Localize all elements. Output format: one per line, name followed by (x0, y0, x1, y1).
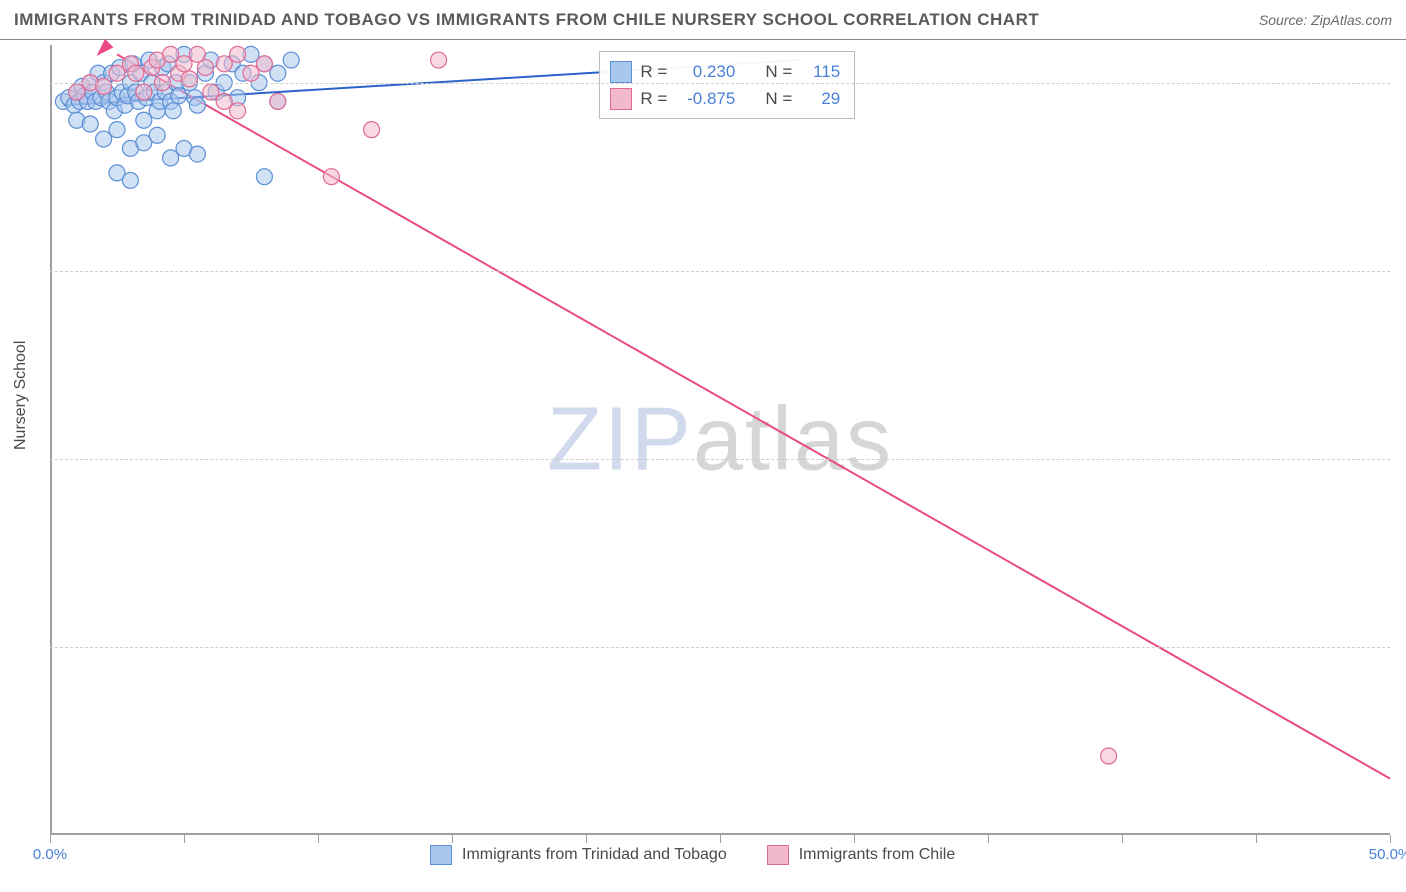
gridline-h (50, 271, 1390, 272)
legend-r-value: -0.875 (675, 85, 735, 112)
legend-swatch-icon (430, 845, 452, 865)
scatter-point (216, 56, 232, 72)
x-tick (318, 835, 319, 843)
gridline-h (50, 459, 1390, 460)
series-legend-item: Immigrants from Chile (767, 845, 955, 865)
y-tick-label: 80.0% (1400, 450, 1406, 467)
scatter-point (203, 84, 219, 100)
scatter-point (283, 52, 299, 68)
legend-n-value: 29 (800, 85, 840, 112)
x-tick (1256, 835, 1257, 843)
y-tick-label: 90.0% (1400, 262, 1406, 279)
source-label: Source: (1259, 12, 1311, 28)
gridline-h (50, 647, 1390, 648)
trend-line (117, 54, 1390, 778)
plot-area: ZIPatlas R =0.230N =115R =-0.875N =29 70… (50, 45, 1390, 835)
scatter-point (243, 65, 259, 81)
x-tick (452, 835, 453, 843)
source-value: ZipAtlas.com (1311, 12, 1392, 28)
scatter-point (256, 169, 272, 185)
scatter-point (69, 84, 85, 100)
series-legend-label: Immigrants from Chile (799, 846, 955, 864)
trend-arrow-icon (97, 39, 114, 56)
source-text: Source: ZipAtlas.com (1259, 12, 1392, 28)
x-tick (50, 835, 51, 843)
legend-n-label: N = (765, 58, 792, 85)
x-tick (854, 835, 855, 843)
scatter-point (216, 93, 232, 109)
y-axis-label: Nursery School (12, 341, 30, 450)
x-tick (1122, 835, 1123, 843)
legend-n-value: 115 (800, 58, 840, 85)
scatter-point (197, 60, 213, 76)
chart-svg (50, 45, 1390, 835)
scatter-point (163, 150, 179, 166)
scatter-point (189, 97, 205, 113)
x-tick (720, 835, 721, 843)
scatter-point (230, 103, 246, 119)
scatter-point (136, 112, 152, 128)
scatter-point (256, 56, 272, 72)
x-tick (1390, 835, 1391, 843)
scatter-point (1101, 748, 1117, 764)
scatter-point (82, 116, 98, 132)
stats-legend: R = 0.230 N = 115 R = -0.875 N = 29 (599, 51, 855, 119)
scatter-point (431, 52, 447, 68)
x-tick (988, 835, 989, 843)
scatter-point (171, 88, 187, 104)
scatter-point (176, 56, 192, 72)
scatter-point (181, 71, 197, 87)
legend-n-label: N = (765, 85, 792, 112)
legend-swatch-icon (610, 61, 632, 83)
scatter-point (165, 103, 181, 119)
scatter-point (136, 84, 152, 100)
legend-r-value: 0.230 (675, 58, 735, 85)
y-tick-label: 70.0% (1400, 638, 1406, 655)
scatter-point (109, 122, 125, 138)
scatter-point (364, 122, 380, 138)
scatter-point (230, 46, 246, 62)
scatter-point (122, 172, 138, 188)
scatter-point (96, 131, 112, 147)
scatter-point (109, 65, 125, 81)
scatter-point (270, 65, 286, 81)
x-tick (184, 835, 185, 843)
legend-swatch-icon (610, 88, 632, 110)
series-legend-label: Immigrants from Trinidad and Tobago (462, 846, 727, 864)
stats-legend-row: R = 0.230 N = 115 (610, 58, 840, 85)
y-tick-label: 100.0% (1400, 74, 1406, 91)
series-legend-item: Immigrants from Trinidad and Tobago (430, 845, 727, 865)
gridline-h (50, 83, 1390, 84)
scatter-point (323, 169, 339, 185)
x-tick-label: 50.0% (1369, 846, 1406, 863)
chart-title: IMMIGRANTS FROM TRINIDAD AND TOBAGO VS I… (14, 10, 1039, 30)
legend-swatch-icon (767, 845, 789, 865)
stats-legend-row: R = -0.875 N = 29 (610, 85, 840, 112)
legend-r-label: R = (640, 85, 667, 112)
scatter-point (128, 65, 144, 81)
scatter-point (270, 93, 286, 109)
scatter-point (96, 78, 112, 94)
x-tick-label: 0.0% (33, 846, 67, 863)
x-tick (586, 835, 587, 843)
legend-r-label: R = (640, 58, 667, 85)
scatter-point (149, 127, 165, 143)
scatter-point (189, 146, 205, 162)
title-bar: IMMIGRANTS FROM TRINIDAD AND TOBAGO VS I… (0, 0, 1406, 40)
scatter-point (163, 46, 179, 62)
